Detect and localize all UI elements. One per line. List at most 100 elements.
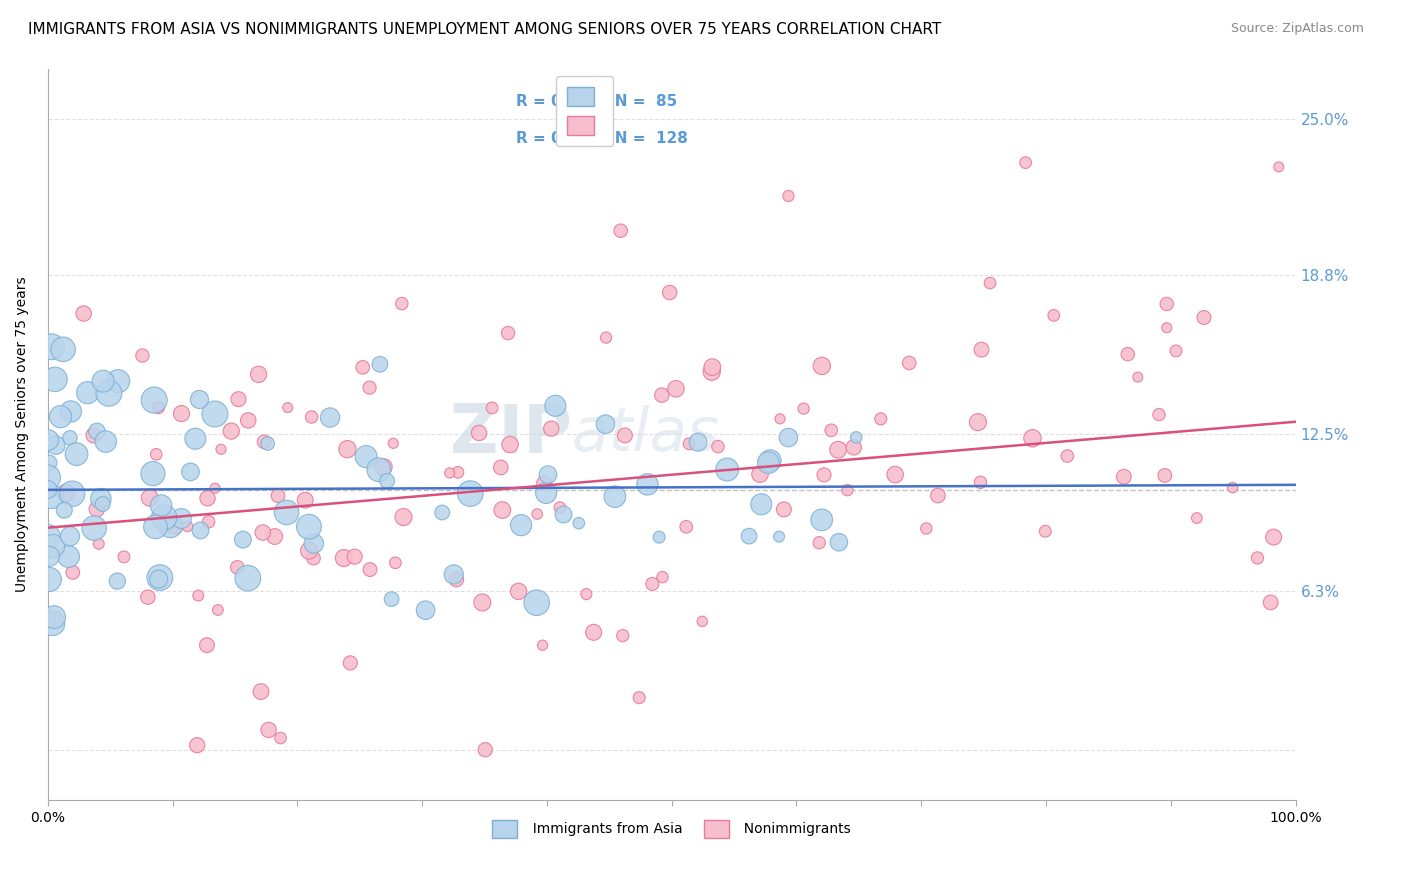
Point [44,372,66,386]
Point [613,428,636,442]
Point [392,510,415,524]
Point [1222,481,1244,495]
Point [197,491,219,506]
Point [163,519,186,533]
Point [738,529,761,543]
Point [38,549,60,564]
Point [690,615,713,629]
Point [188,392,211,407]
Point [91,374,114,388]
Point [190,524,212,538]
Point [83,521,105,535]
Point [439,466,461,480]
Point [769,412,792,426]
Text: IMMIGRANTS FROM ASIA VS NONIMMIGRANTS UNEMPLOYMENT AMONG SENIORS OVER 75 YEARS C: IMMIGRANTS FROM ASIA VS NONIMMIGRANTS UN… [28,22,942,37]
Point [38,573,60,587]
Point [658,285,681,300]
Point [294,493,316,508]
Point [1156,297,1178,311]
Point [716,462,738,476]
Point [678,436,700,450]
Text: atlas: atlas [572,405,720,464]
Point [298,520,321,534]
Point [209,442,232,457]
Point [1246,551,1268,566]
Point [253,434,276,449]
Text: Source: ZipAtlas.com: Source: ZipAtlas.com [1230,22,1364,36]
Point [474,742,496,756]
Point [179,465,201,479]
Point [49,409,72,424]
Point [700,365,723,379]
Point [37,470,59,484]
Point [382,436,405,450]
Point [319,410,342,425]
Point [197,515,219,529]
Point [1112,469,1135,483]
Point [468,425,491,440]
Point [359,563,381,577]
Point [368,357,391,371]
Point [415,603,437,617]
Point [302,536,325,550]
Point [749,467,772,482]
Point [170,511,193,525]
Point [1260,595,1282,609]
Point [232,533,254,547]
Point [915,521,938,535]
Point [42,610,65,624]
Point [1042,309,1064,323]
Point [86,425,108,439]
Point [354,450,377,464]
Point [481,401,503,415]
Point [373,460,395,475]
Point [83,428,105,442]
Point [651,388,673,402]
Point [58,549,80,564]
Point [927,489,949,503]
Point [336,442,359,457]
Point [810,513,832,527]
Point [1116,347,1139,361]
Point [367,463,389,477]
Point [107,374,129,388]
Point [756,456,779,470]
Point [595,331,617,345]
Point [884,467,907,482]
Point [45,438,67,452]
Point [759,454,782,468]
Point [1147,408,1170,422]
Point [675,520,697,534]
Point [41,340,63,354]
Point [204,407,226,421]
Point [827,442,849,457]
Point [1056,449,1078,463]
Point [688,435,710,450]
Point [768,530,790,544]
Point [1153,468,1175,483]
Point [204,481,226,495]
Point [970,343,993,357]
Point [778,431,800,445]
Point [131,349,153,363]
Point [136,590,159,604]
Point [1014,155,1036,169]
Point [276,505,298,519]
Point [443,567,465,582]
Point [52,343,75,357]
Point [391,296,413,310]
Point [778,189,800,203]
Point [842,441,865,455]
Point [979,276,1001,290]
Point [148,572,170,586]
Point [489,460,512,475]
Point [1126,370,1149,384]
Point [510,518,533,533]
Point [59,431,82,445]
Point [651,570,673,584]
Point [1164,343,1187,358]
Point [301,409,323,424]
Point [491,503,513,517]
Point [447,466,470,480]
Point [298,543,321,558]
